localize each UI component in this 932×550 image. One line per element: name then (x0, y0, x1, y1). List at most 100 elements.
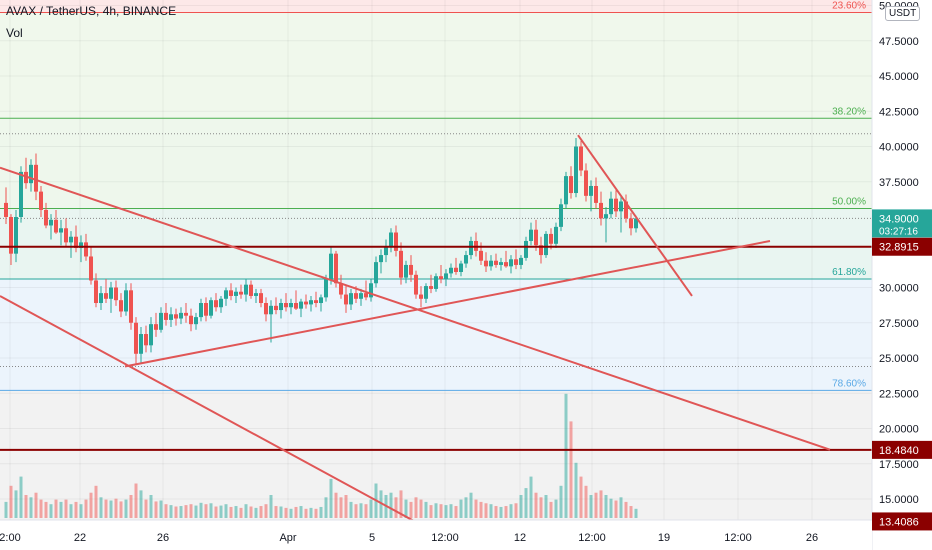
volume-bar-47 (239, 507, 243, 518)
volume-bar-1 (9, 485, 13, 518)
volume-bar-124 (624, 501, 628, 518)
current-price-label: 34.9000 (879, 213, 919, 225)
y-tick-label-1: 47.5000 (879, 36, 919, 48)
candle-body-56 (284, 303, 288, 308)
x-tick-label-8: 19 (658, 532, 670, 544)
candle-body-123 (619, 201, 623, 212)
candle-body-9 (49, 219, 53, 226)
candle-body-23 (119, 300, 123, 312)
volume-bar-125 (629, 506, 633, 518)
volume-bar-58 (294, 506, 298, 518)
candle-body-111 (559, 204, 563, 227)
current-price-tag (872, 209, 932, 238)
y-tick-label-11: 17.5000 (879, 459, 919, 471)
volume-bar-26 (134, 483, 138, 518)
volume-bar-57 (289, 508, 293, 518)
y-tick-label-10: 20.0000 (879, 424, 919, 436)
volume-bar-105 (529, 476, 533, 518)
candle-body-102 (514, 259, 518, 265)
candle-body-92 (464, 255, 468, 264)
candle-body-105 (529, 229, 533, 241)
candle-body-109 (549, 233, 553, 244)
fib-zone-3 (0, 208, 872, 280)
candle-body-121 (609, 198, 613, 215)
volume-bar-93 (469, 492, 473, 518)
candle-body-70 (354, 293, 358, 299)
candle-body-76 (384, 246, 388, 256)
volume-bar-23 (119, 501, 123, 518)
volume-bar-65 (329, 478, 333, 518)
candle-body-106 (534, 229, 538, 246)
candle-body-91 (459, 263, 463, 272)
candle-body-59 (299, 301, 303, 309)
candle-body-86 (434, 276, 438, 289)
candle-body-100 (504, 262, 508, 267)
fib-label-4: 78.60% (832, 378, 866, 389)
volume-bar-43 (219, 505, 223, 518)
candle-body-50 (254, 293, 258, 296)
volume-bar-86 (434, 503, 438, 518)
key-level-tag-0 (872, 237, 932, 256)
candle-body-26 (134, 322, 138, 354)
candle-body-81 (409, 264, 413, 275)
volume-bar-85 (429, 505, 433, 518)
candle-body-90 (454, 267, 458, 272)
volume-bar-110 (554, 499, 558, 518)
candle-body-95 (479, 250, 483, 261)
candle-body-12 (64, 228, 68, 243)
candle-body-78 (394, 232, 398, 251)
candle-body-49 (249, 284, 253, 296)
volume-bar-71 (359, 503, 363, 518)
volume-bar-53 (269, 495, 273, 518)
candle-body-37 (189, 315, 193, 325)
volume-bar-64 (324, 497, 328, 518)
candle-body-77 (389, 232, 393, 247)
candle-body-60 (304, 301, 308, 305)
volume-bar-72 (364, 504, 368, 518)
volume-bar-104 (524, 488, 528, 518)
volume-bar-98 (494, 506, 498, 518)
volume-indicator-label[interactable]: Vol (6, 26, 23, 40)
volume-bar-54 (274, 506, 278, 518)
volume-bar-5 (29, 497, 33, 518)
symbol-title[interactable]: AVAX / TetherUS, 4h, BINANCE (6, 4, 177, 18)
candle-body-83 (419, 294, 423, 299)
volume-bar-106 (534, 492, 538, 518)
volume-bar-97 (489, 504, 493, 518)
candle-body-64 (324, 279, 328, 298)
candle-body-63 (319, 297, 323, 304)
candle-body-88 (444, 273, 448, 280)
candle-body-112 (564, 176, 568, 205)
volume-bar-25 (129, 495, 133, 518)
x-tick-label-0: 2:00 (0, 532, 21, 544)
key-level-tag-label-2: 13.4086 (879, 516, 919, 528)
candle-body-116 (584, 170, 588, 196)
x-tick-label-2: 26 (157, 532, 169, 544)
candle-body-29 (149, 324, 153, 346)
volume-bar-18 (94, 485, 98, 518)
y-tick-label-6: 30.0000 (879, 283, 919, 295)
currency-badge[interactable]: USDT (885, 6, 921, 21)
candle-body-61 (309, 300, 313, 305)
candle-body-69 (349, 293, 353, 305)
volume-bar-62 (314, 508, 318, 518)
candle-body-33 (169, 314, 173, 320)
x-tick-label-1: 22 (74, 532, 86, 544)
candle-body-120 (604, 214, 608, 219)
volume-bar-116 (584, 485, 588, 518)
volume-bar-6 (34, 492, 38, 518)
volume-bar-16 (84, 499, 88, 518)
candle-body-98 (494, 260, 498, 265)
volume-bar-92 (464, 497, 468, 518)
candle-body-58 (294, 303, 298, 309)
volume-bar-19 (99, 497, 103, 518)
volume-bar-12 (64, 499, 68, 518)
volume-bar-119 (599, 490, 603, 518)
candle-body-101 (509, 259, 513, 267)
y-tick-label-3: 42.5000 (879, 106, 919, 118)
volume-bar-8 (44, 501, 48, 518)
volume-bar-81 (409, 501, 413, 518)
volume-bar-82 (414, 497, 418, 518)
